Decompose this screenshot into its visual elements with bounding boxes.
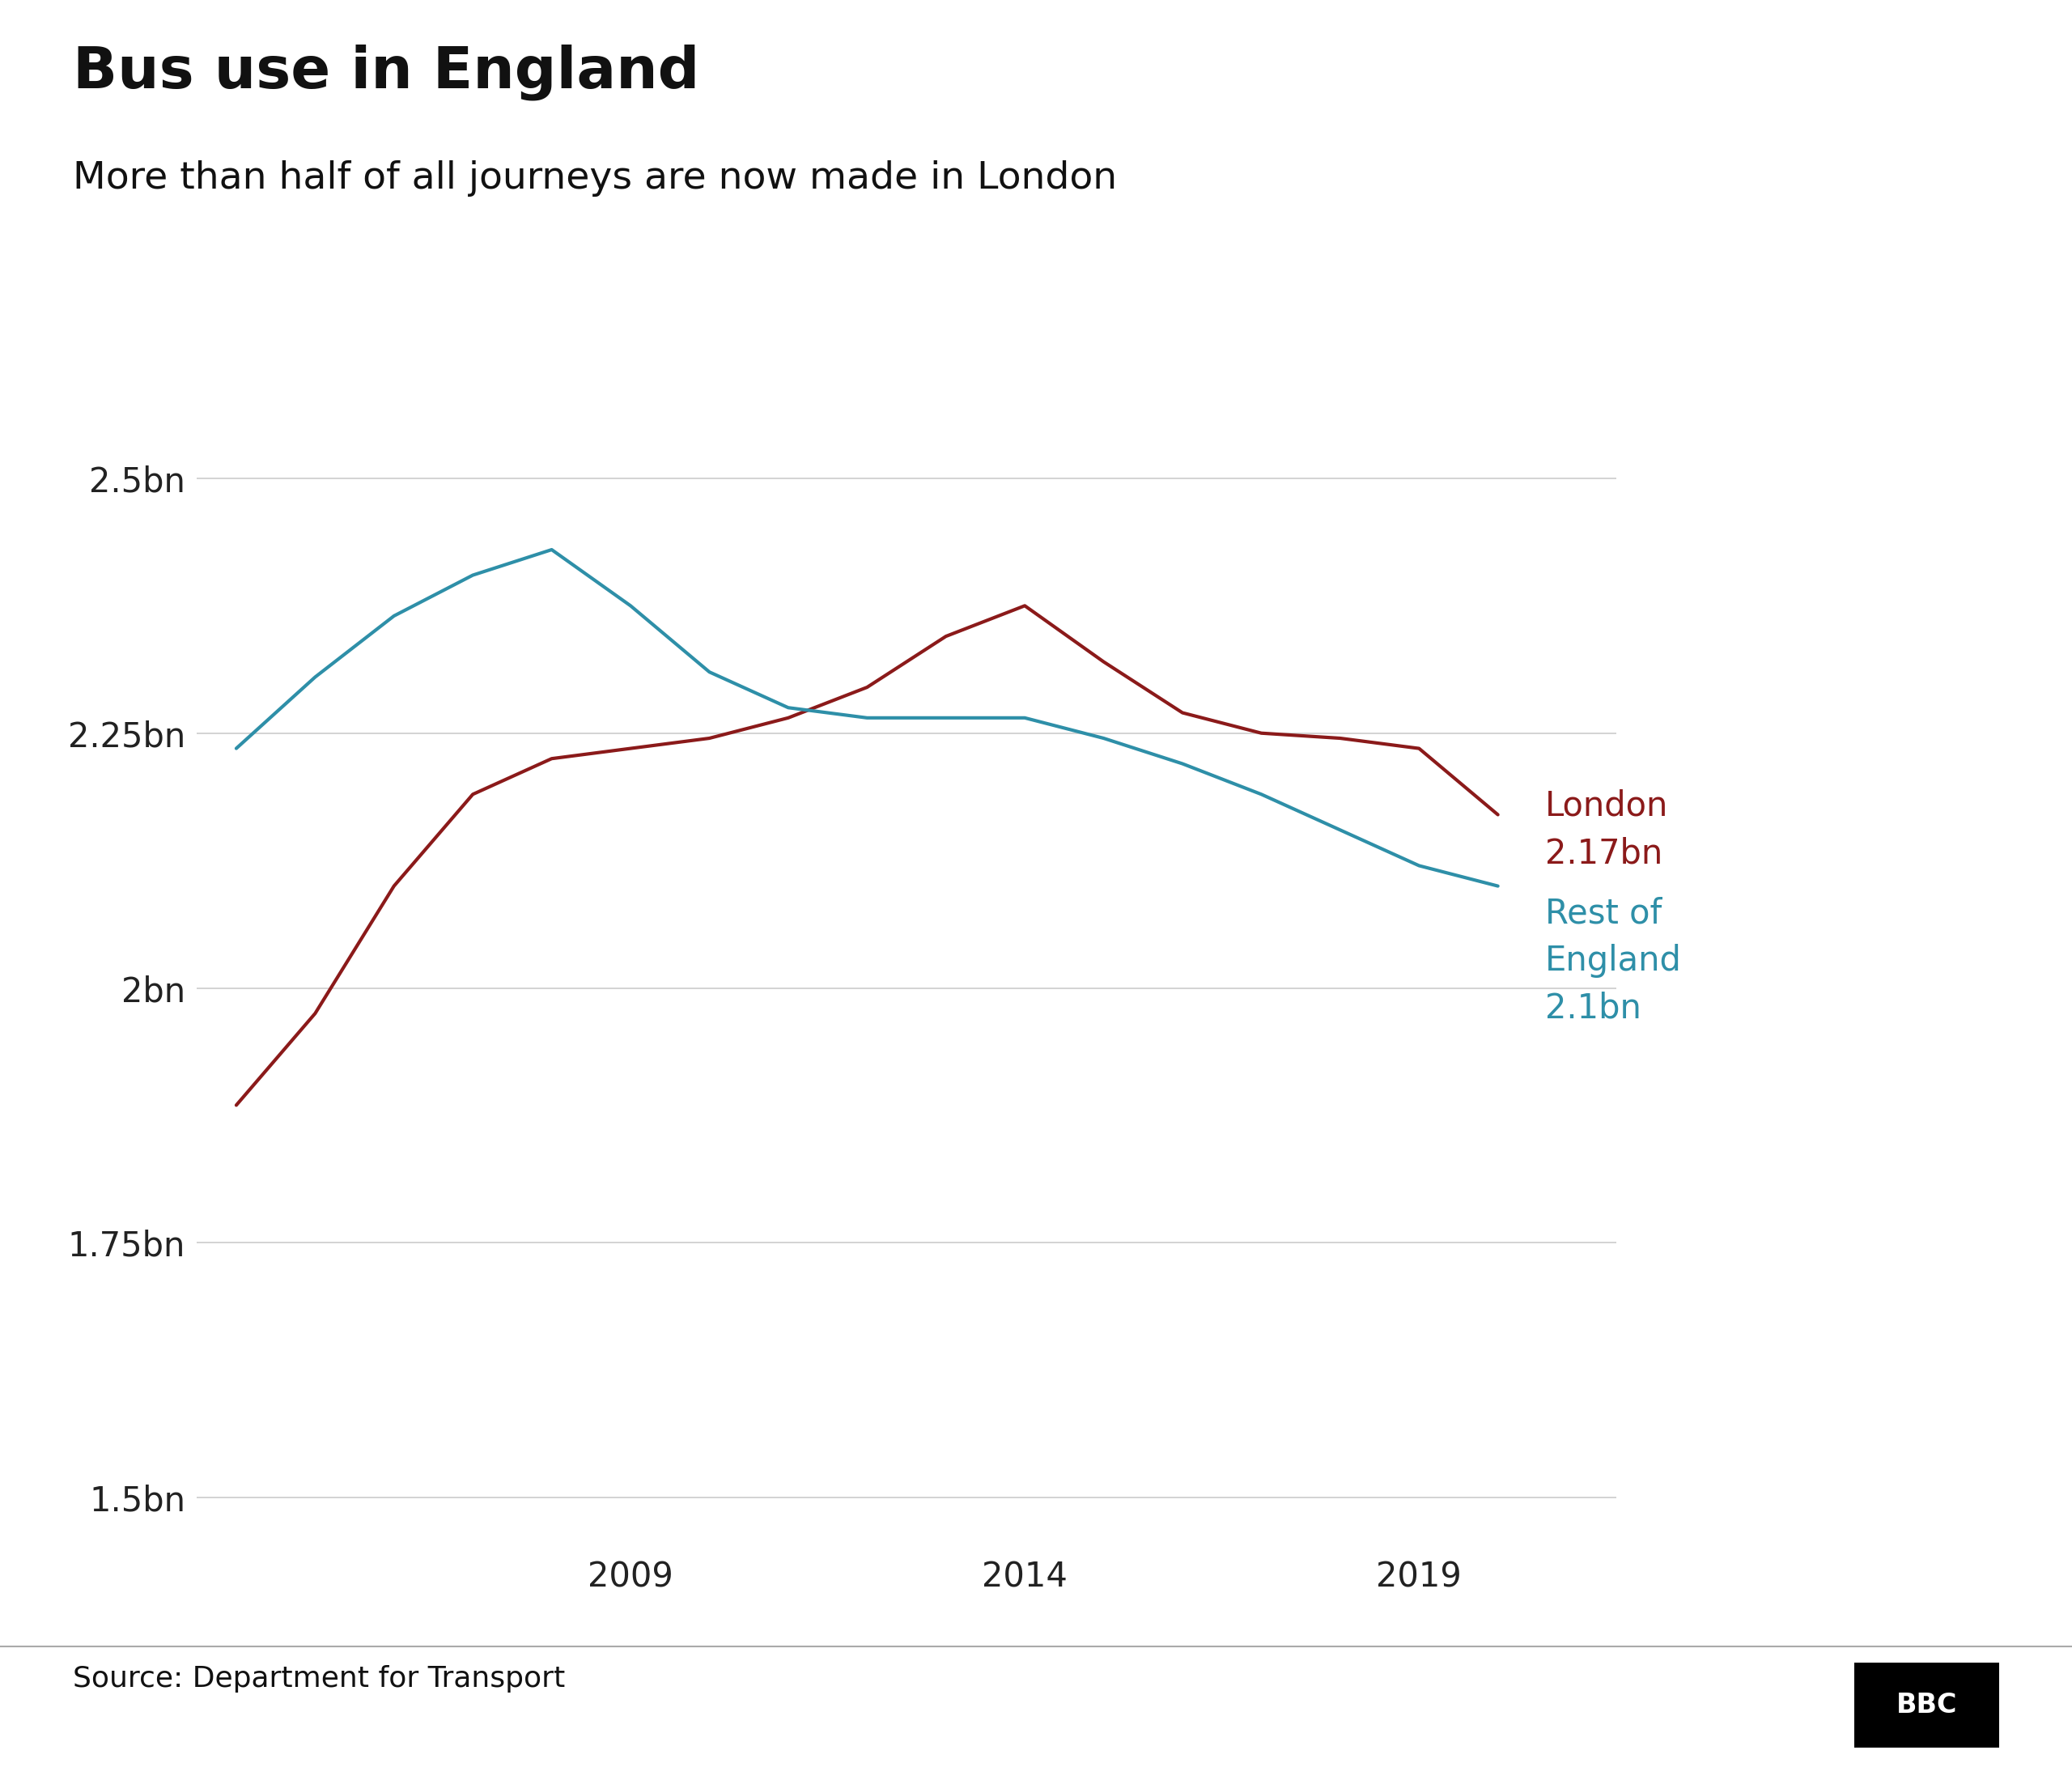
Text: Bus use in England: Bus use in England bbox=[73, 44, 698, 101]
Text: More than half of all journeys are now made in London: More than half of all journeys are now m… bbox=[73, 160, 1117, 196]
Text: BBC: BBC bbox=[1896, 1691, 1958, 1719]
Text: Rest of
England
2.1bn: Rest of England 2.1bn bbox=[1546, 897, 1682, 1025]
Text: London
2.17bn: London 2.17bn bbox=[1546, 789, 1668, 870]
Text: Source: Department for Transport: Source: Department for Transport bbox=[73, 1664, 566, 1693]
